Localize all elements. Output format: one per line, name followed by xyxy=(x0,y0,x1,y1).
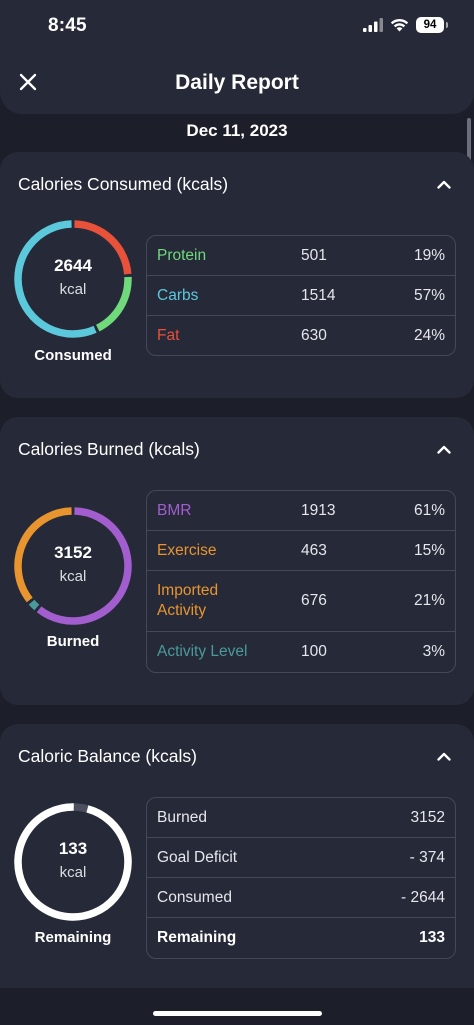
caloric-balance-card: Caloric Balance (kcals) 133 kcal Remaini… xyxy=(0,724,474,1014)
row-label: Carbs xyxy=(157,286,199,304)
collapse-button[interactable] xyxy=(436,176,452,192)
status-bar: 8:45 94 xyxy=(0,0,474,52)
row-value: 3152 xyxy=(410,808,445,826)
wifi-icon xyxy=(390,18,409,32)
row-value: 630 xyxy=(301,326,327,344)
row-label: Burned xyxy=(157,808,207,826)
status-time: 8:45 xyxy=(48,15,87,36)
close-icon xyxy=(19,73,37,91)
ring-caption: Burned xyxy=(46,633,100,650)
chevron-up-icon xyxy=(437,752,451,761)
bottom-area xyxy=(0,988,474,1025)
balance-table: Burned 3152 Goal Deficit - 374 Consumed … xyxy=(146,797,456,959)
row-percent: 57% xyxy=(413,286,445,304)
row-label: Remaining xyxy=(157,928,237,946)
collapse-button[interactable] xyxy=(436,748,452,764)
report-date: Dec 11, 2023 xyxy=(186,121,288,140)
balance-ring-chart: 133 kcal xyxy=(12,801,134,923)
carbs-segment xyxy=(14,220,97,338)
table-row: Fat 630 24% xyxy=(147,316,455,355)
close-button[interactable] xyxy=(12,66,44,98)
table-row: Exercise 463 15% xyxy=(147,531,455,571)
battery-indicator: 94 xyxy=(416,17,448,33)
calories-consumed-card: Calories Consumed (kcals) 2644 kcal Cons… xyxy=(0,152,474,398)
row-label: Protein xyxy=(157,246,207,264)
row-label: BMR xyxy=(157,501,192,519)
row-label: Exercise xyxy=(157,541,217,559)
home-indicator[interactable] xyxy=(153,1011,322,1016)
fat-segment xyxy=(74,220,132,275)
exercise-segment xyxy=(14,507,72,603)
row-percent: 61% xyxy=(413,501,445,519)
table-row: Burned 3152 xyxy=(147,798,455,838)
table-row: Consumed - 2644 xyxy=(147,878,455,918)
row-value: 1913 xyxy=(301,501,336,519)
table-row: Goal Deficit - 374 xyxy=(147,838,455,878)
burned-ring-chart: 3152 kcal xyxy=(12,505,134,627)
ring-caption: Consumed xyxy=(34,347,112,364)
row-label: Activity Level xyxy=(157,642,248,660)
table-row: Protein 501 19% xyxy=(147,236,455,276)
row-value: 676 xyxy=(301,592,327,609)
table-row: BMR 1913 61% xyxy=(147,491,455,531)
page-title: Daily Report xyxy=(175,71,299,94)
ring-caption: Remaining xyxy=(34,929,112,946)
row-label: Fat xyxy=(157,326,180,344)
ring-value: 2644 xyxy=(54,256,92,275)
remaining-segment xyxy=(14,803,132,921)
row-value: 133 xyxy=(419,929,445,946)
row-percent: 3% xyxy=(422,643,445,660)
row-value: 1514 xyxy=(301,286,336,304)
row-value: 100 xyxy=(301,643,327,660)
ring-unit: kcal xyxy=(59,568,87,585)
macros-table: Protein 501 19% Carbs 1514 57% Fat 630 2… xyxy=(146,235,456,356)
chevron-up-icon xyxy=(437,180,451,189)
burned-table: BMR 1913 61% Exercise 463 15% Imported A… xyxy=(146,490,456,673)
ring-unit: kcal xyxy=(59,281,87,298)
ring-unit: kcal xyxy=(59,864,87,881)
calories-burned-card: Calories Burned (kcals) 3152 kcal Burned… xyxy=(0,417,474,705)
app-header: Daily Report xyxy=(0,52,474,114)
balance-donut xyxy=(14,803,132,921)
collapse-button[interactable] xyxy=(436,441,452,457)
card-title: Caloric Balance (kcals) xyxy=(18,746,197,766)
row-percent: 24% xyxy=(413,326,445,344)
table-row: Carbs 1514 57% xyxy=(147,276,455,316)
row-value: 463 xyxy=(301,541,327,559)
table-row-total: Remaining 133 xyxy=(147,918,455,958)
table-row: Activity Level 100 3% xyxy=(147,632,455,672)
row-label: Imported Activity xyxy=(157,581,218,621)
status-icons: 94 xyxy=(363,17,448,33)
row-label: Consumed xyxy=(157,888,232,906)
consumed-donut xyxy=(14,220,132,338)
activity-level-segment xyxy=(28,599,40,611)
ring-value: 3152 xyxy=(54,543,92,562)
chevron-up-icon xyxy=(437,445,451,454)
row-label-line: Activity xyxy=(157,602,207,619)
bmr-segment xyxy=(36,507,132,625)
row-percent: 19% xyxy=(413,246,445,264)
row-label: Goal Deficit xyxy=(157,848,238,866)
ring-value: 133 xyxy=(58,839,88,858)
row-label-line: Imported xyxy=(157,581,219,599)
row-percent: 15% xyxy=(413,541,445,559)
card-title: Calories Burned (kcals) xyxy=(18,439,200,459)
row-value: - 2644 xyxy=(401,888,445,906)
row-percent: 21% xyxy=(413,592,445,609)
consumed-ring-chart: 2644 kcal xyxy=(12,218,134,340)
row-value: - 374 xyxy=(409,848,445,866)
row-value: 501 xyxy=(301,246,327,264)
burned-donut xyxy=(14,507,132,625)
protein-segment xyxy=(95,276,132,332)
card-title: Calories Consumed (kcals) xyxy=(18,174,229,194)
cellular-signal-icon xyxy=(363,18,383,32)
table-row: Imported Activity 676 21% xyxy=(147,571,455,632)
